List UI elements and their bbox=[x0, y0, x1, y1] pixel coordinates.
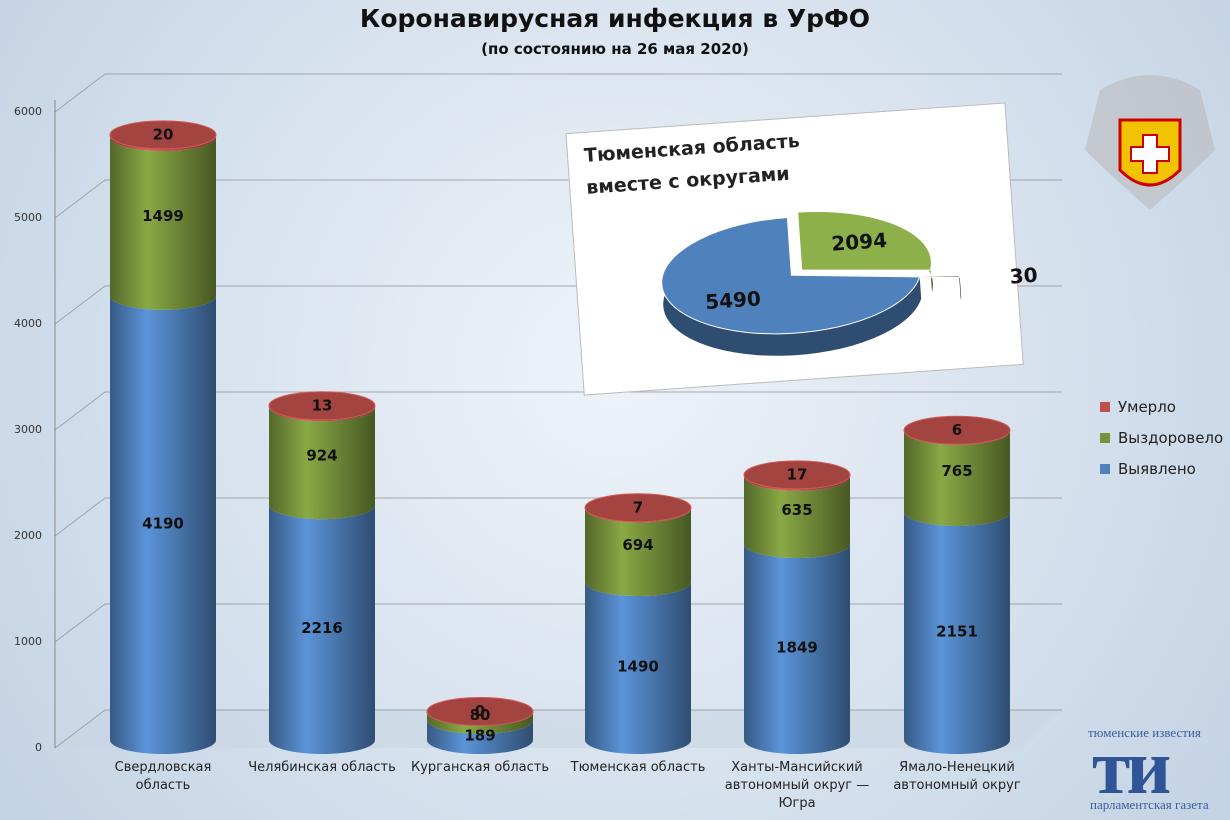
x-tick-label: Ханты-Мансийский автономный округ — Югра bbox=[724, 760, 870, 811]
data-label: 0 bbox=[475, 702, 485, 720]
data-label: 189 bbox=[464, 726, 495, 744]
chart-title: Коронавирусная инфекция в УрФО bbox=[359, 4, 871, 33]
y-tick-label: 3000 bbox=[14, 423, 42, 436]
pie-panel: 2094 30 5490 bbox=[565, 102, 1038, 396]
bar-cap bbox=[903, 415, 1011, 445]
y-tick-label: 0 bbox=[35, 741, 42, 754]
data-label: 1849 bbox=[776, 639, 818, 657]
bar-segment bbox=[427, 711, 533, 734]
data-label: 17 bbox=[787, 465, 808, 483]
chart-subtitle: (по состоянию на 26 мая 2020) bbox=[481, 40, 749, 58]
bar-cap bbox=[268, 391, 376, 421]
data-label: 635 bbox=[781, 501, 812, 519]
legend-entry: Выявлено bbox=[1100, 460, 1196, 478]
data-label: 2216 bbox=[301, 619, 343, 637]
legend-swatch bbox=[1100, 464, 1110, 474]
x-tick-label: Ямало-Ненецкий автономный округ bbox=[893, 760, 1021, 793]
legend-label: Выявлено bbox=[1118, 460, 1196, 478]
data-label: 7 bbox=[633, 498, 643, 516]
bar-cap bbox=[426, 696, 534, 726]
pie-slice bbox=[661, 216, 921, 335]
pie-label: 30 bbox=[1009, 263, 1038, 289]
data-label: 4190 bbox=[142, 514, 184, 532]
bar-segment bbox=[904, 430, 1010, 526]
bar-segment bbox=[585, 508, 691, 597]
emblem bbox=[1085, 75, 1215, 210]
y-tick-label: 2000 bbox=[14, 529, 42, 542]
data-label: 694 bbox=[622, 536, 653, 554]
x-tick-label: Тюменская область bbox=[570, 760, 706, 775]
x-tick-label: Челябинская область bbox=[248, 760, 396, 775]
bar-segment bbox=[110, 295, 216, 754]
pie-label: 5490 bbox=[704, 286, 761, 314]
data-label: 1490 bbox=[617, 658, 659, 676]
x-tick-label: Свердловская область bbox=[114, 760, 212, 793]
bar-cap bbox=[109, 120, 217, 150]
bar-segment bbox=[427, 719, 533, 754]
y-tick-label: 6000 bbox=[14, 105, 42, 118]
bar-segment bbox=[269, 505, 375, 754]
bar-cap bbox=[584, 493, 692, 523]
y-tick-label: 1000 bbox=[14, 635, 42, 648]
brand-top: тюменские известия bbox=[1088, 725, 1201, 740]
bar-segment bbox=[904, 511, 1010, 754]
pie-side bbox=[959, 276, 962, 300]
grid-line bbox=[54, 709, 1062, 749]
grid-line bbox=[54, 603, 1062, 643]
pie-label: 2094 bbox=[831, 228, 888, 256]
y-tick-label: 4000 bbox=[14, 317, 42, 330]
legend-entry: Умерло bbox=[1100, 398, 1176, 416]
data-label: 1499 bbox=[142, 207, 184, 225]
legend-entry: Выздоровело bbox=[1100, 429, 1223, 447]
legend-swatch bbox=[1100, 402, 1110, 412]
bar-cap bbox=[743, 460, 851, 490]
legend-label: Умерло bbox=[1118, 398, 1176, 416]
bar-segment bbox=[744, 476, 850, 559]
data-label: 20 bbox=[153, 125, 174, 143]
data-label: 765 bbox=[941, 462, 972, 480]
data-label: 80 bbox=[470, 706, 491, 724]
data-label: 924 bbox=[306, 447, 337, 465]
bar-segment bbox=[585, 582, 691, 754]
grid-line bbox=[54, 391, 1062, 431]
legend-label: Выздоровело bbox=[1118, 429, 1224, 447]
bar-segment bbox=[269, 407, 375, 520]
legend-swatch bbox=[1100, 433, 1110, 443]
grid-line bbox=[54, 73, 1062, 113]
bar-segment bbox=[744, 544, 850, 754]
x-tick-label: Курганская область bbox=[410, 760, 550, 775]
data-label: 2151 bbox=[936, 622, 978, 640]
data-label: 6 bbox=[952, 421, 962, 439]
data-label: 13 bbox=[312, 396, 333, 414]
bar-segment bbox=[110, 136, 216, 310]
brand-mark: ти bbox=[1092, 723, 1171, 810]
grid-line bbox=[54, 497, 1062, 537]
brand-bottom: парламентская газета bbox=[1090, 797, 1209, 812]
y-tick-label: 5000 bbox=[14, 211, 42, 224]
pie-slice bbox=[797, 210, 932, 271]
